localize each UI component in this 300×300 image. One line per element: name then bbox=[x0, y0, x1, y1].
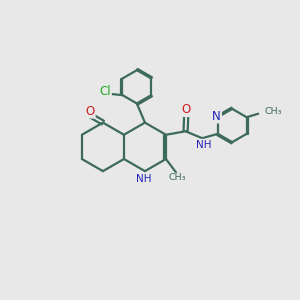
Text: CH₃: CH₃ bbox=[169, 173, 186, 182]
Text: NH: NH bbox=[136, 174, 152, 184]
Text: O: O bbox=[182, 103, 191, 116]
Text: O: O bbox=[85, 105, 95, 118]
Text: CH₃: CH₃ bbox=[265, 107, 282, 116]
Text: N: N bbox=[212, 110, 221, 122]
Text: NH: NH bbox=[196, 140, 212, 150]
Text: Cl: Cl bbox=[99, 85, 111, 98]
